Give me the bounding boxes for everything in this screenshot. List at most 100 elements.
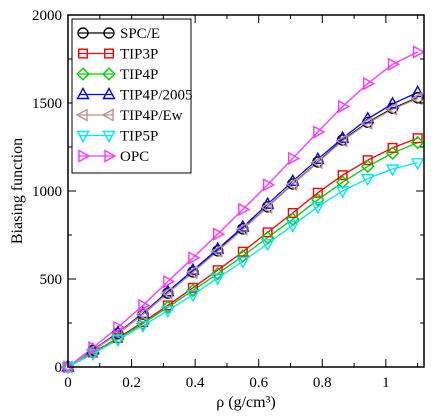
data-point-tip4p-2005 [260, 196, 275, 209]
legend-label-tip4p-ew: TIP4P/Ew [120, 108, 183, 124]
data-point-tip4p-2005 [410, 84, 425, 98]
data-point-opc [113, 320, 126, 335]
data-point-opc [288, 151, 301, 166]
data-point-opc [313, 125, 326, 139]
data-point-opc [188, 251, 201, 265]
y-tick-label: 500 [40, 272, 63, 288]
y-tick-label: 0 [55, 360, 63, 376]
data-point-tip4p-ew [185, 265, 198, 279]
legend-label-tip4p: TIP4P [120, 67, 158, 83]
data-point-opc [63, 360, 76, 374]
data-point-opc [138, 298, 151, 313]
legend-marker-tip4p-ew [101, 108, 114, 122]
legend-marker-tip3p [77, 48, 88, 59]
data-point-tip4p-2005 [236, 219, 250, 232]
legend-marker-spc-e [77, 27, 89, 39]
data-point-tip4p [285, 212, 300, 226]
data-point-tip4p [385, 146, 400, 160]
data-point-tip3p [387, 142, 398, 153]
x-tick-label: 0.4 [186, 375, 205, 391]
data-point-opc [387, 57, 400, 71]
legend-marker-tip5p [76, 130, 90, 143]
data-point-tip3p [262, 227, 273, 238]
data-point-tip4p-ew [160, 286, 173, 300]
data-point-tip5p [335, 186, 350, 199]
data-point-tip4p [236, 249, 250, 263]
y-tick-label: 1000 [32, 184, 62, 200]
legend-marker-tip4p [76, 67, 90, 81]
legend-marker-opc [78, 149, 91, 163]
x-axis-title: ρ (g/cm³) [216, 394, 275, 411]
data-point-tip4p-2005 [385, 96, 400, 109]
data-point-tip4p [210, 266, 225, 281]
data-point-tip5p [361, 173, 375, 187]
data-point-tip5p [211, 273, 225, 286]
data-point-tip5p [161, 305, 175, 319]
data-point-opc [88, 340, 101, 355]
data-point-opc [337, 99, 351, 114]
legend-marker-tip4p-2005 [102, 87, 116, 100]
legend: SPC/E TIP3P TIP4P TIP4P/2005 TIP4P/Ew TIP5P OP… [71, 18, 193, 174]
data-point-tip3p [187, 282, 198, 293]
data-point-opc [163, 274, 176, 289]
data-point-opc [412, 45, 426, 59]
legend-label-spc-e: SPC/E [120, 26, 160, 42]
data-point-tip4p-2005 [186, 262, 200, 275]
plot-markers [60, 45, 426, 375]
data-point-tip4p-ew [235, 222, 248, 236]
x-tick-label: 0.8 [313, 375, 332, 391]
y-tick-label: 1500 [32, 96, 62, 112]
data-point-tip4p-ew [135, 307, 148, 321]
data-point-opc [363, 76, 376, 91]
data-point-tip4p [311, 193, 325, 207]
legend-label-tip3p: TIP3P [120, 47, 158, 63]
data-point-tip5p [311, 202, 325, 215]
data-point-tip4p-2005 [211, 241, 225, 254]
legend-marker-opc [104, 149, 117, 163]
data-point-tip3p [312, 187, 323, 198]
data-point-tip5p [136, 320, 150, 334]
data-point-tip4p [335, 175, 350, 189]
series-line-tip4p-ew [67, 98, 418, 368]
y-tick-label: 2000 [32, 8, 62, 24]
legend-box [71, 18, 192, 174]
data-point-tip3p [337, 170, 348, 181]
x-tick-label: 0 [64, 375, 72, 391]
data-point-tip4p-ew [410, 91, 423, 106]
data-point-tip5p [410, 158, 425, 171]
data-point-tip4p-ew [360, 116, 373, 130]
y-axis-title: Biasing function [9, 138, 26, 244]
data-point-tip3p [237, 246, 248, 257]
data-point-tip4p-ew [210, 244, 223, 258]
legend-marker-tip4p [102, 67, 116, 81]
axes: 0 0.2 0.4 0.6 0.8 1 0 500 1000 1500 2000 [32, 8, 424, 391]
legend-marker-spc-e [103, 27, 115, 39]
data-point-tip3p [412, 133, 423, 144]
data-point-tip5p [260, 239, 275, 252]
data-point-tip5p [286, 220, 300, 233]
data-point-tip4p-ew [285, 177, 298, 191]
x-tick-label: 1 [382, 375, 390, 391]
data-point-tip4p [186, 283, 200, 298]
series-line-tip3p [67, 137, 418, 368]
data-point-tip4p [360, 159, 375, 174]
x-tick-label: 0.2 [122, 375, 141, 391]
data-point-tip4p [260, 230, 275, 245]
series-line-tip4p-2005 [67, 91, 418, 368]
x-tick-label: 0.6 [249, 375, 268, 391]
legend-marker-tip3p [103, 48, 114, 59]
data-point-tip4p [161, 300, 175, 314]
data-point-tip4p-ew [260, 200, 273, 214]
data-point-opc [238, 202, 251, 217]
data-point-tip4p [410, 135, 425, 150]
series-line-opc [67, 51, 418, 368]
legend-label-tip5p: TIP5P [120, 129, 158, 145]
data-point-tip3p [362, 155, 373, 166]
data-point-tip5p [111, 335, 125, 348]
data-point-tip4p-ew [385, 102, 398, 116]
data-point-tip4p-2005 [335, 130, 350, 143]
legend-marker-tip4p-2005 [76, 87, 90, 100]
legend-marker-tip5p [102, 130, 116, 143]
data-point-tip5p [236, 256, 250, 269]
